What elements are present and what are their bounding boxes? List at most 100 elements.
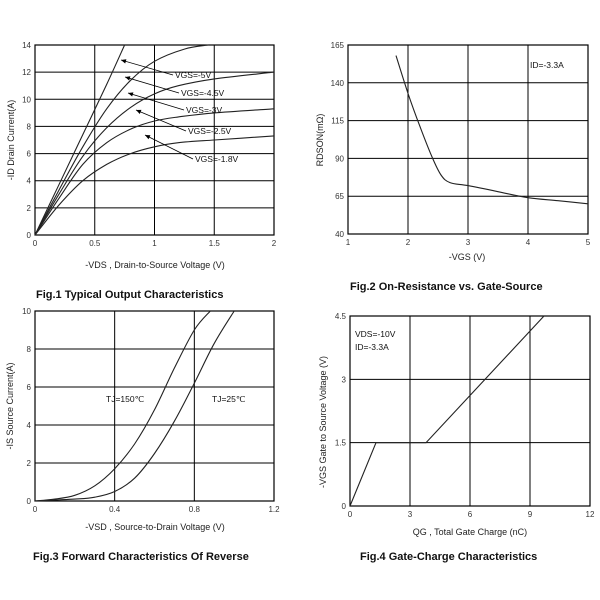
series-line-vgs-1.8v <box>34 135 275 236</box>
chart3-x-ticks: 0 0.4 0.8 1.2 <box>33 505 280 514</box>
series-line-main <box>395 55 589 205</box>
chart2-ylabel: RDSON(mΩ) <box>315 114 325 167</box>
series-line-vgs-2.5v <box>34 108 275 236</box>
chart4-ylabel: -VGS Gate to Source Voltage (V) <box>318 356 328 488</box>
y-tick-label: 165 <box>331 41 345 50</box>
chart1-xlabel: -VDS , Drain-to-Source Voltage (V) <box>85 260 225 270</box>
series-line-main <box>349 315 545 507</box>
y-tick-label: 115 <box>331 117 344 126</box>
chart4-grid <box>350 316 590 506</box>
y-tick-label: 0 <box>342 502 347 511</box>
chart3-grid <box>35 311 274 501</box>
legend-label: VGS=-1.8V <box>195 154 239 164</box>
y-tick-label: 14 <box>22 41 31 50</box>
series-line-vgs-3v <box>34 71 275 236</box>
chart2-grid <box>348 45 588 234</box>
chart4-x-ticks: 0 3 6 9 12 <box>348 510 595 519</box>
chart1-ylabel: -ID Drain Current(A) <box>6 100 16 181</box>
x-tick-label: 4 <box>526 238 531 247</box>
x-tick-label: 6 <box>468 510 473 519</box>
y-tick-label: 0 <box>27 231 32 240</box>
x-tick-label: 3 <box>408 510 413 519</box>
x-tick-label: 1 <box>152 239 157 248</box>
series-line-vgs-5v <box>34 44 126 236</box>
chart4-y-ticks: 0 1.5 3 4.5 <box>335 312 347 511</box>
legend-pointer-arrowhead <box>125 76 131 81</box>
chart3-caption: Fig.3 Forward Characteristics Of Reverse <box>33 551 249 563</box>
x-tick-label: 0 <box>33 239 38 248</box>
legend-label: VGS=-4.5V <box>181 88 225 98</box>
x-tick-label: 9 <box>528 510 533 519</box>
chart4-annotation-id: ID=-3.3A <box>355 342 389 352</box>
legend-pointer-arrowhead <box>128 92 134 97</box>
y-tick-label: 4 <box>27 421 32 430</box>
chart1-legend: VGS=-5V VGS=-4.5V VGS=-3V VGS=-2.5V VGS=-1.8… <box>120 59 239 164</box>
x-tick-label: 0.4 <box>109 505 121 514</box>
chart4-frame <box>349 315 591 507</box>
x-tick-label: 0 <box>33 505 38 514</box>
legend-label: VGS=-3V <box>186 105 222 115</box>
legend-pointer-line <box>120 59 174 76</box>
y-tick-label: 6 <box>27 383 32 392</box>
y-tick-label: 10 <box>22 95 31 104</box>
y-tick-label: 65 <box>335 192 344 201</box>
chart2-annotation: ID=-3.3A <box>530 60 564 70</box>
chart3-label-150: TJ=150℃ <box>106 394 145 404</box>
y-tick-label: 0 <box>27 497 32 506</box>
chart3-ylabel: -IS Source Current(A) <box>5 362 15 449</box>
chart1-grid <box>35 45 274 235</box>
x-tick-label: 1.5 <box>209 239 221 248</box>
chart1-frame <box>34 44 275 236</box>
chart4-caption: Fig.4 Gate-Charge Characteristics <box>360 551 537 563</box>
legend-pointer-line <box>127 92 185 111</box>
legend-pointer-arrowhead <box>145 135 151 140</box>
legend-pointer-line <box>124 76 180 94</box>
y-tick-label: 10 <box>22 307 31 316</box>
legend-pointer-line <box>135 109 187 132</box>
chart4-annotation-vds: VDS=-10V <box>355 329 396 339</box>
x-tick-label: 0.5 <box>89 239 101 248</box>
chart3-xlabel: -VSD , Source-to-Drain Voltage (V) <box>85 522 225 532</box>
y-tick-label: 2 <box>27 204 32 213</box>
y-tick-label: 40 <box>335 230 344 239</box>
x-tick-label: 1.2 <box>268 505 280 514</box>
chart2-caption: Fig.2 On-Resistance vs. Gate-Source <box>350 281 543 293</box>
x-tick-label: 2 <box>406 238 411 247</box>
legend-label: VGS=-2.5V <box>188 126 232 136</box>
y-tick-label: 2 <box>27 459 32 468</box>
y-tick-label: 8 <box>27 345 32 354</box>
x-tick-label: 0.8 <box>189 505 201 514</box>
y-tick-label: 4 <box>27 177 32 186</box>
chart2-frame <box>347 44 589 235</box>
y-tick-label: 4.5 <box>335 312 347 321</box>
legend-pointer-line <box>144 134 194 160</box>
series-line-tj25 <box>34 310 235 502</box>
y-tick-label: 90 <box>335 154 344 163</box>
x-tick-label: 2 <box>272 239 277 248</box>
chart3-label-25: TJ=25℃ <box>212 394 246 404</box>
chart2-x-ticks: 1 2 3 4 5 <box>346 238 591 247</box>
chart2-y-ticks: 40 65 90 115 140 165 <box>331 41 345 239</box>
chart3-y-ticks: 0 2 4 6 8 10 <box>22 307 31 506</box>
x-tick-label: 5 <box>586 238 591 247</box>
chart4-xlabel: QG , Total Gate Charge (nC) <box>413 527 527 537</box>
chart3-curves <box>34 310 235 502</box>
y-tick-label: 140 <box>331 79 345 88</box>
chart1-curves <box>34 44 275 236</box>
chart2-curves <box>395 55 589 205</box>
chart2-xlabel: -VGS (V) <box>449 252 486 262</box>
y-tick-label: 12 <box>22 68 31 77</box>
chart3-frame <box>34 310 275 502</box>
chart1-caption: Fig.1 Typical Output Characteristics <box>36 289 223 301</box>
x-tick-label: 0 <box>348 510 353 519</box>
series-line-vgs-4.5v <box>34 44 209 236</box>
y-tick-label: 1.5 <box>335 439 347 448</box>
series-line-tj150 <box>34 310 211 502</box>
chart4-curves <box>349 315 545 507</box>
x-tick-label: 3 <box>466 238 471 247</box>
chart4: 0 3 6 9 12 0 1.5 3 4.5 VDS=-10V ID=-3.3A QG , T… <box>318 312 595 563</box>
chart1-x-ticks: 0 0.5 1 1.5 2 <box>33 239 277 248</box>
